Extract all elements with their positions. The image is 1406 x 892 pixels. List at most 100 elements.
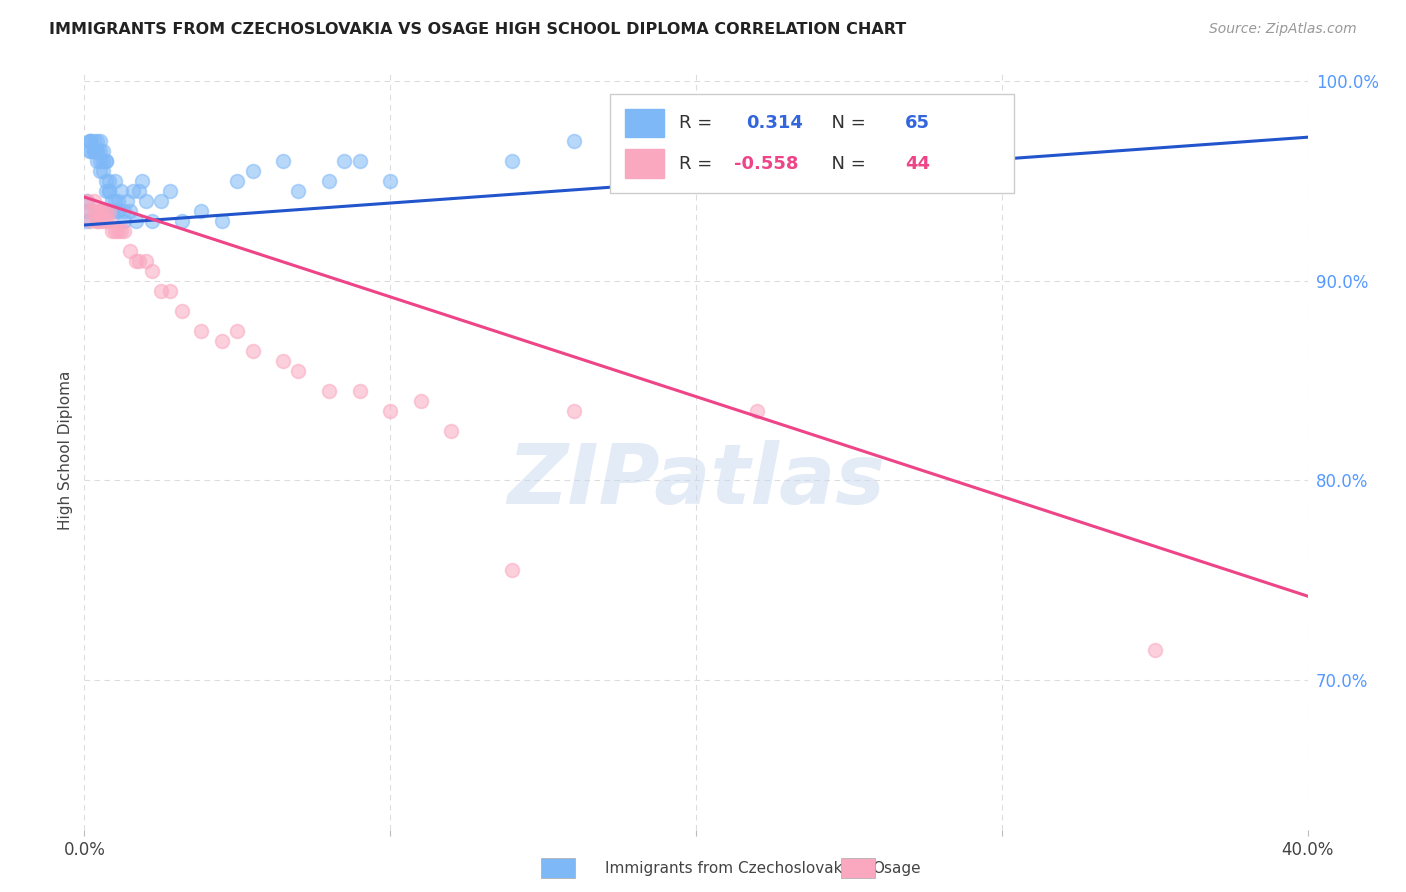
- Text: N =: N =: [820, 155, 870, 173]
- Point: [83, 144, 105, 158]
- Point: [86, 214, 108, 228]
- Point: [122, 184, 145, 198]
- Point: [94, 154, 117, 169]
- Point: [125, 253, 148, 268]
- Point: [83, 144, 105, 158]
- Point: [349, 384, 371, 398]
- Point: [318, 174, 340, 188]
- Point: [107, 224, 129, 238]
- Point: [97, 174, 120, 188]
- Point: [318, 384, 340, 398]
- Text: IMMIGRANTS FROM CZECHOSLOVAKIA VS OSAGE HIGH SCHOOL DIPLOMA CORRELATION CHART: IMMIGRANTS FROM CZECHOSLOVAKIA VS OSAGE …: [49, 22, 907, 37]
- Point: [747, 403, 769, 417]
- Point: [76, 194, 98, 208]
- Point: [190, 204, 212, 219]
- Point: [89, 204, 111, 219]
- Point: [562, 134, 585, 148]
- Text: N =: N =: [820, 114, 870, 132]
- Point: [120, 244, 142, 258]
- Point: [125, 214, 148, 228]
- Point: [83, 144, 105, 158]
- Point: [110, 224, 132, 238]
- Point: [141, 214, 163, 228]
- Point: [141, 264, 163, 278]
- Point: [159, 284, 181, 298]
- Point: [91, 144, 114, 158]
- Point: [86, 154, 108, 169]
- Point: [172, 214, 194, 228]
- Point: [211, 214, 233, 228]
- Point: [91, 214, 114, 228]
- Point: [131, 174, 153, 188]
- Point: [76, 214, 98, 228]
- Point: [380, 403, 402, 417]
- Point: [115, 194, 138, 208]
- Text: 44: 44: [905, 155, 931, 173]
- Point: [86, 204, 108, 219]
- Point: [172, 303, 194, 318]
- Point: [97, 184, 120, 198]
- Text: Osage: Osage: [872, 862, 921, 876]
- Point: [271, 353, 294, 368]
- Point: [79, 144, 101, 158]
- Point: [94, 214, 117, 228]
- Point: [89, 154, 111, 169]
- Point: [1143, 643, 1166, 657]
- Point: [91, 164, 114, 178]
- Point: [349, 154, 371, 169]
- Point: [86, 134, 108, 148]
- Point: [190, 324, 212, 338]
- Point: [112, 224, 135, 238]
- Point: [91, 154, 114, 169]
- Point: [94, 174, 117, 188]
- Point: [226, 174, 249, 188]
- Point: [107, 204, 129, 219]
- Point: [128, 184, 150, 198]
- Point: [91, 204, 114, 219]
- Point: [101, 204, 124, 219]
- Point: [287, 364, 309, 378]
- Point: [104, 174, 127, 188]
- Point: [79, 134, 101, 148]
- Point: [112, 214, 135, 228]
- Point: [79, 134, 101, 148]
- Point: [97, 204, 120, 219]
- Point: [380, 174, 402, 188]
- Point: [94, 204, 117, 219]
- Point: [89, 134, 111, 148]
- Point: [94, 154, 117, 169]
- Text: R =: R =: [679, 114, 718, 132]
- Point: [242, 343, 264, 358]
- Point: [83, 194, 105, 208]
- Point: [409, 393, 432, 408]
- Point: [79, 134, 101, 148]
- Point: [104, 204, 127, 219]
- Point: [89, 164, 111, 178]
- Point: [101, 194, 124, 208]
- Point: [94, 184, 117, 198]
- Text: Immigrants from Czechoslovakia: Immigrants from Czechoslovakia: [605, 862, 856, 876]
- Point: [107, 194, 129, 208]
- Text: 0.314: 0.314: [747, 114, 803, 132]
- Text: ZIPatlas: ZIPatlas: [508, 441, 884, 521]
- Point: [104, 224, 127, 238]
- FancyBboxPatch shape: [626, 109, 664, 137]
- Point: [149, 284, 172, 298]
- Text: 65: 65: [905, 114, 931, 132]
- Point: [79, 144, 101, 158]
- Point: [685, 134, 707, 148]
- Point: [271, 154, 294, 169]
- FancyBboxPatch shape: [610, 95, 1014, 193]
- Point: [83, 144, 105, 158]
- Point: [79, 204, 101, 219]
- Point: [440, 424, 463, 438]
- Point: [86, 144, 108, 158]
- Point: [226, 324, 249, 338]
- Point: [149, 194, 172, 208]
- Text: -0.558: -0.558: [734, 155, 799, 173]
- Point: [86, 144, 108, 158]
- Point: [135, 253, 157, 268]
- Point: [502, 563, 524, 577]
- Point: [101, 224, 124, 238]
- Point: [135, 194, 157, 208]
